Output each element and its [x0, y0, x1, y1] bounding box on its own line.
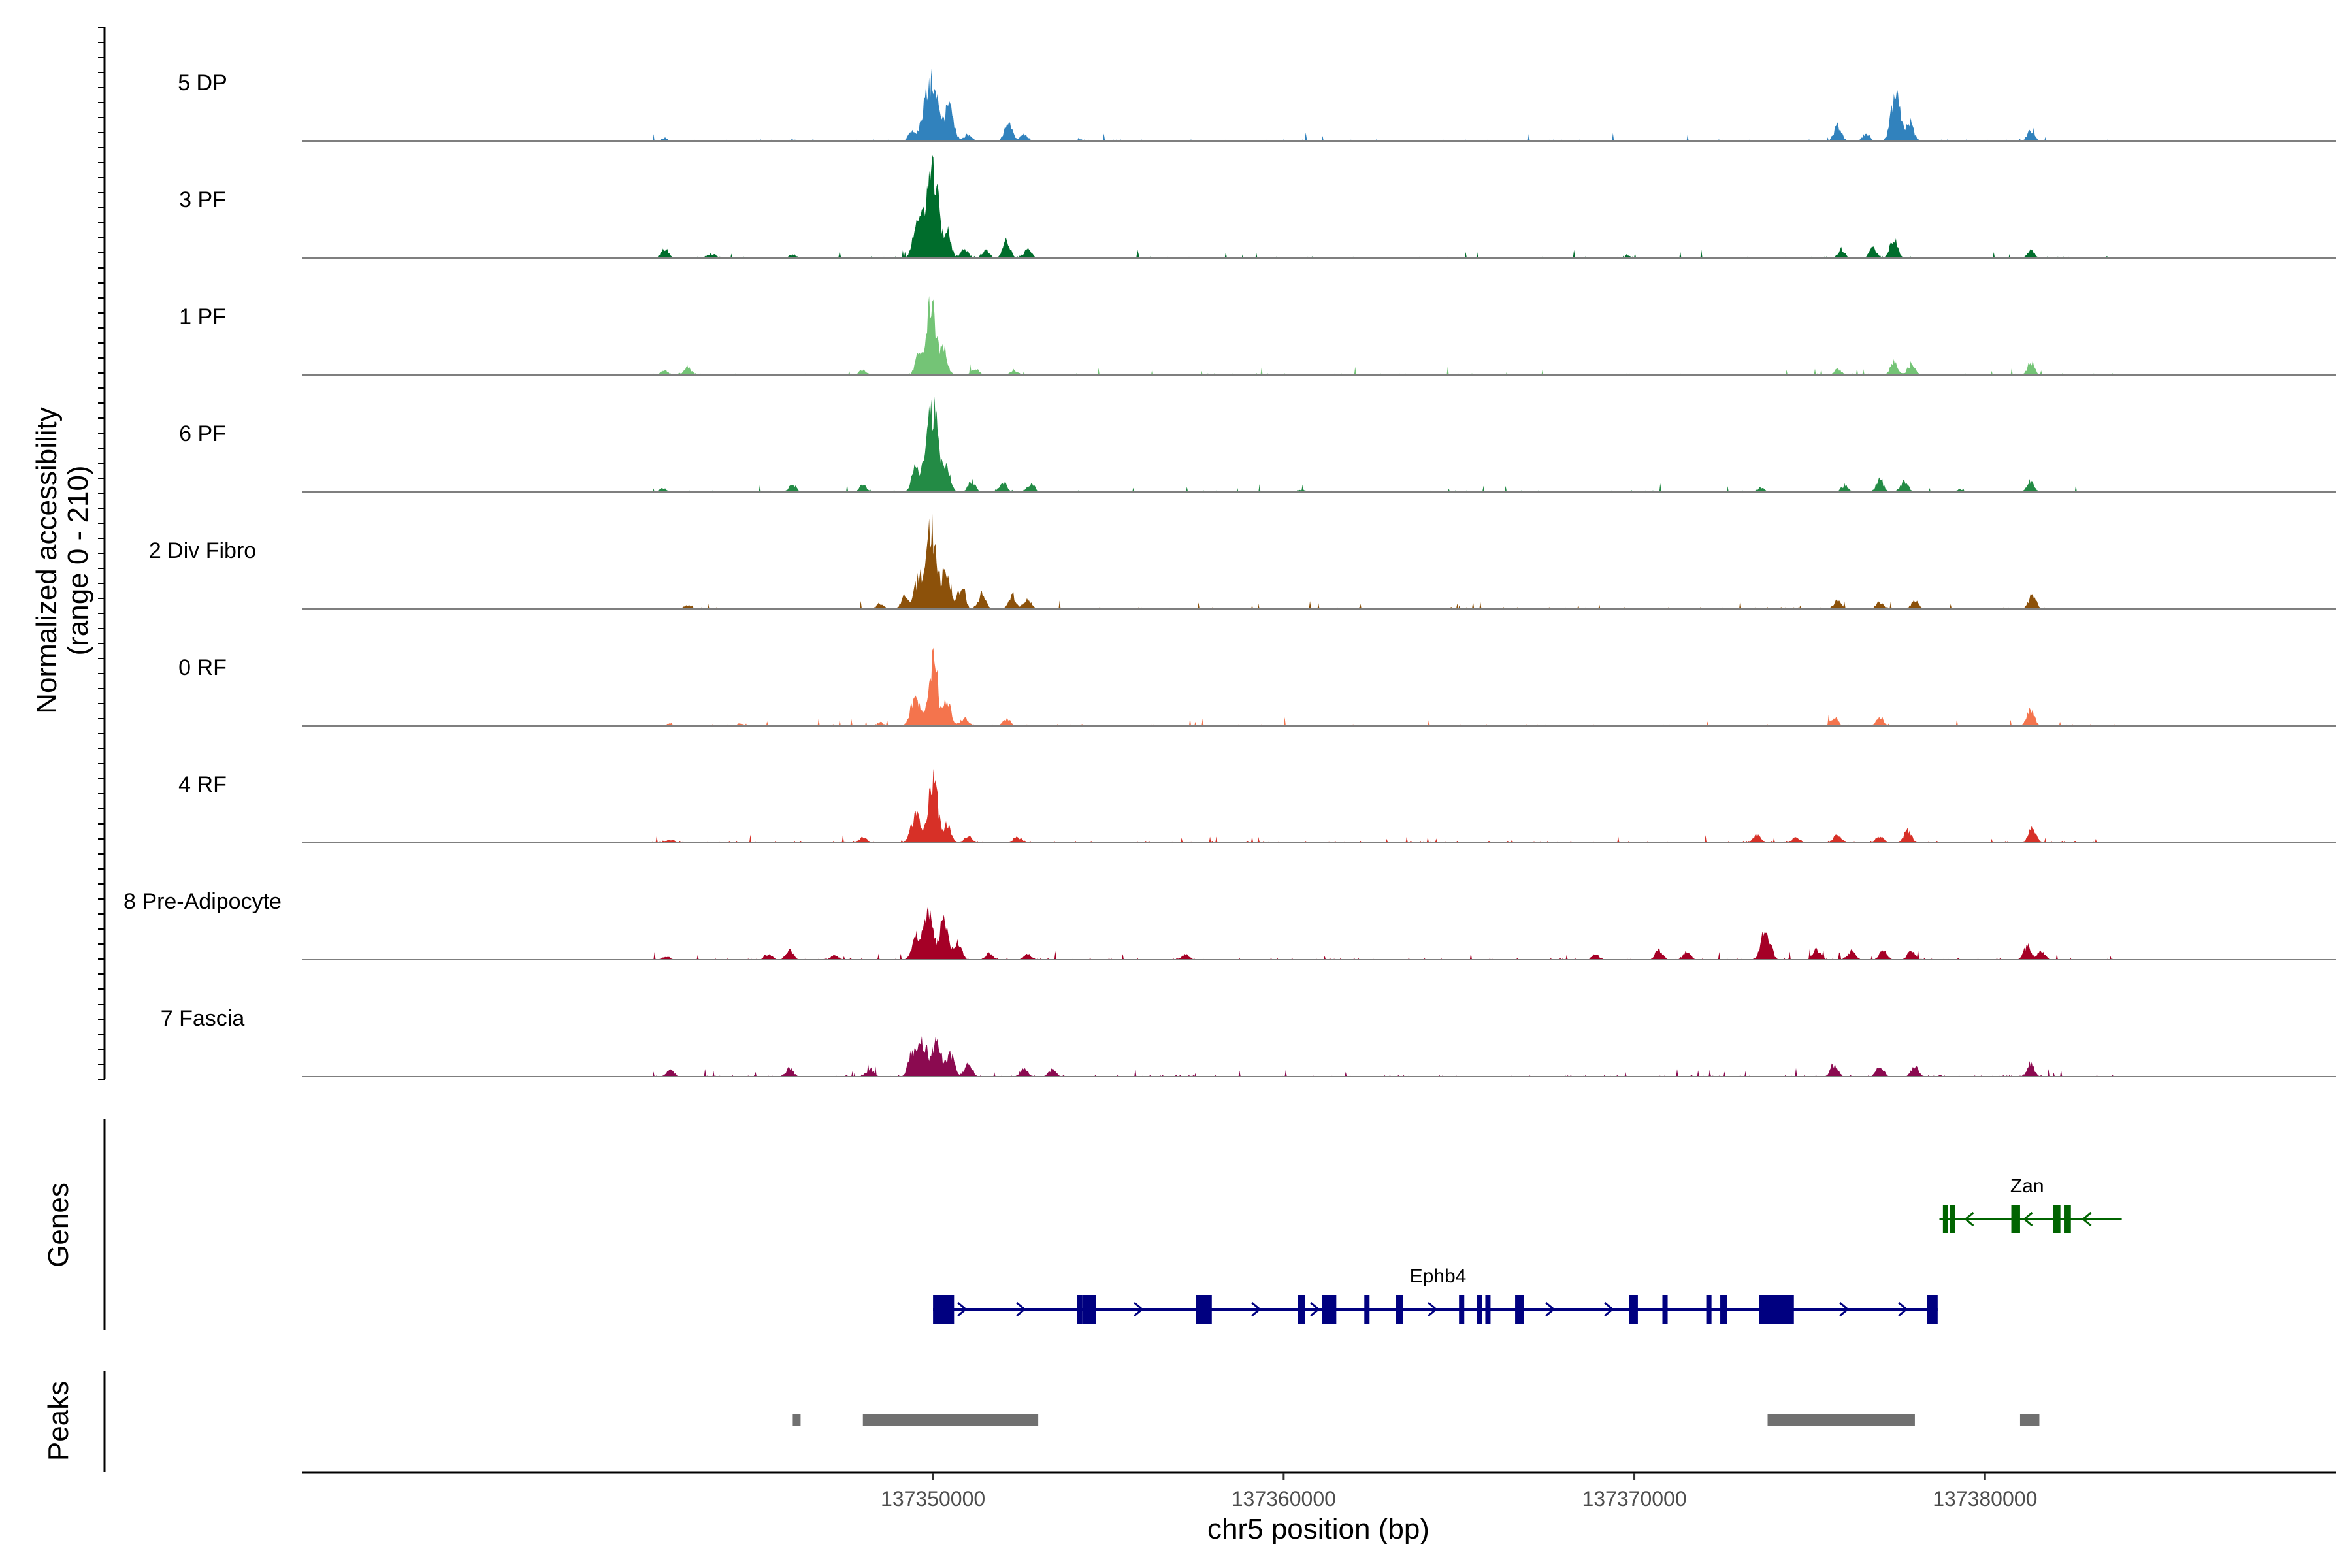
- strand-arrow: [1016, 1301, 1026, 1317]
- y-axis-title: Normalized accessibility (range 0 - 210): [31, 407, 94, 713]
- x-tick-label: 137380000: [1933, 1487, 2037, 1511]
- strand-arrow: [1545, 1301, 1556, 1317]
- track-0-rf: 0 RF: [178, 647, 2336, 727]
- y-axis-title-range: (range 0 - 210): [62, 465, 94, 655]
- track-label: 1 PF: [179, 304, 226, 329]
- exon-block: [1485, 1295, 1491, 1324]
- track-6-pf: 6 PF: [179, 396, 2336, 493]
- track-7-fascia: 7 Fascia: [161, 1006, 2336, 1077]
- peak-regions-track: [792, 1414, 2040, 1426]
- coverage-area: [652, 906, 2115, 960]
- gene-label: Zan: [2010, 1175, 2044, 1197]
- exon-block: [2011, 1205, 2020, 1233]
- strand-arrow: [1428, 1301, 1438, 1317]
- peak-region: [792, 1414, 801, 1426]
- peak-region: [2019, 1414, 2040, 1426]
- exon-block: [1927, 1295, 1938, 1324]
- exon-block: [1950, 1205, 1955, 1233]
- peaks-panel-label: Peaks: [42, 1381, 74, 1461]
- track-label: 4 RF: [178, 772, 227, 797]
- coverage-left-axis: [98, 27, 106, 1080]
- peak-region: [862, 1414, 1039, 1426]
- track-1-pf: 1 PF: [179, 295, 2336, 376]
- peak-region: [1767, 1414, 1915, 1426]
- exon-block: [2064, 1205, 2071, 1233]
- gene-label: Ephb4: [1410, 1266, 1467, 1287]
- strand-arrow: [1839, 1301, 1850, 1317]
- exon-block: [1322, 1295, 1337, 1324]
- y-axis-title-main: Normalized accessibility: [31, 407, 63, 713]
- x-tick-label: 137350000: [881, 1487, 985, 1511]
- strand-arrow: [957, 1301, 968, 1317]
- strand-arrow: [2082, 1211, 2092, 1227]
- exon-block: [1662, 1295, 1668, 1324]
- coverage-tracks: 5 DP 3 PF 1 PF 6 PF 2 Div Fibro 0 RF 4 RF 8 Pre…: [123, 68, 2336, 1077]
- track-label: 8 Pre-Adipocyte: [123, 889, 282, 914]
- genes-panel-label: Genes: [42, 1183, 74, 1267]
- strand-arrow: [1134, 1301, 1144, 1317]
- exon-block: [1298, 1295, 1305, 1324]
- exon-block: [1396, 1295, 1403, 1324]
- x-tick-label: 137370000: [1582, 1487, 1686, 1511]
- exon-block: [1196, 1295, 1212, 1324]
- exon-block: [1942, 1205, 1948, 1233]
- exon-block: [2053, 1205, 2061, 1233]
- track-label: 5 DP: [178, 71, 227, 95]
- exon-block: [1720, 1295, 1727, 1324]
- strand-arrow: [1898, 1301, 1908, 1317]
- track-label: 3 PF: [179, 188, 226, 212]
- track-3-pf: 3 PF: [179, 155, 2336, 259]
- track-8-pre-adipocyte: 8 Pre-Adipocyte: [123, 889, 2336, 960]
- gene-zan: Zan: [1939, 1175, 2122, 1233]
- x-axis-title: chr5 position (bp): [1207, 1513, 1429, 1545]
- strand-arrow: [1310, 1301, 1320, 1317]
- strand-arrow: [1251, 1301, 1262, 1317]
- exon-block: [1759, 1295, 1794, 1324]
- gene-annotation-track: Ephb4 Zan: [933, 1175, 2122, 1324]
- exon-block: [1077, 1295, 1083, 1324]
- track-5-dp: 5 DP: [178, 68, 2336, 142]
- exon-block: [933, 1295, 955, 1324]
- exon-block: [1459, 1295, 1465, 1324]
- track-label: 6 PF: [179, 421, 226, 446]
- exon-block: [1477, 1295, 1482, 1324]
- track-label: 7 Fascia: [161, 1006, 245, 1031]
- track-4-rf: 4 RF: [178, 768, 2336, 843]
- x-tick-label: 137360000: [1232, 1487, 1336, 1511]
- gene-ephb4: Ephb4: [933, 1266, 1938, 1324]
- exon-block: [1082, 1295, 1096, 1324]
- exon-block: [1364, 1295, 1370, 1324]
- strand-arrow: [1964, 1211, 1974, 1227]
- track-label: 0 RF: [178, 655, 227, 680]
- track-label: 2 Div Fibro: [149, 538, 256, 563]
- exon-block: [1515, 1295, 1524, 1324]
- strand-arrow: [1604, 1301, 1614, 1317]
- exon-block: [1629, 1295, 1638, 1324]
- x-axis: 137350000 137360000 137370000 137380000: [302, 1471, 2336, 1511]
- strand-arrow: [2023, 1211, 2033, 1227]
- exon-block: [1706, 1295, 1712, 1324]
- track-2-div-fibro: 2 Div Fibro: [149, 513, 2336, 610]
